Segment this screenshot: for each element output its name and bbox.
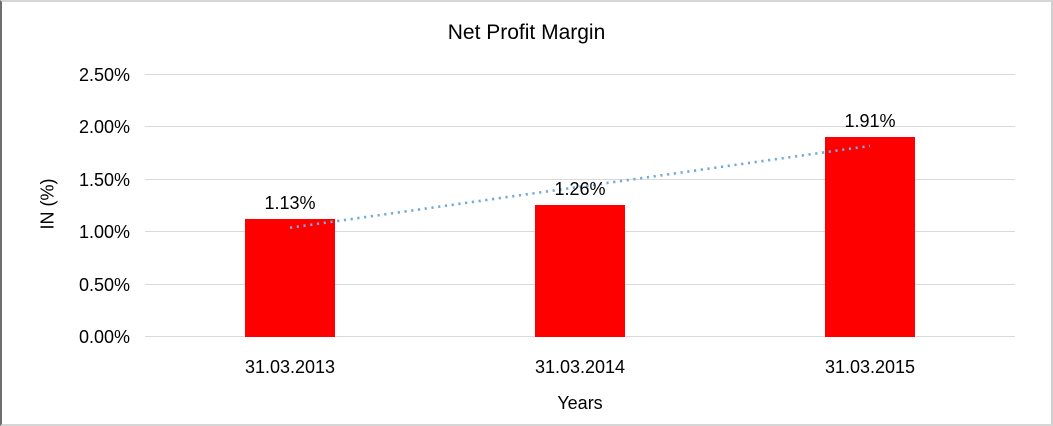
y-tick-label: 0.00%	[78, 327, 130, 347]
bar-data-label: 1.91%	[844, 110, 896, 131]
y-tick-label: 1.50%	[78, 169, 130, 190]
x-tick-label: 31.03.2014	[534, 357, 626, 377]
bar	[825, 136, 915, 337]
x-tick-label: 31.03.2013	[244, 357, 336, 377]
bar	[245, 218, 335, 337]
bar-data-label: 1.13%	[264, 192, 316, 213]
bar	[535, 204, 625, 337]
gridline	[145, 74, 1015, 75]
x-axis-title: Years	[557, 393, 603, 413]
chart-title: Net Profit Margin	[447, 21, 606, 44]
x-tick-label: 31.03.2015	[824, 357, 916, 377]
y-tick-label: 2.50%	[78, 65, 130, 85]
gridline	[145, 126, 1015, 128]
y-tick-label: 2.00%	[78, 117, 130, 138]
y-tick-label: 0.50%	[78, 274, 130, 295]
y-tick-label: 1.00%	[78, 222, 130, 243]
bar-data-label: 1.26%	[554, 178, 606, 199]
